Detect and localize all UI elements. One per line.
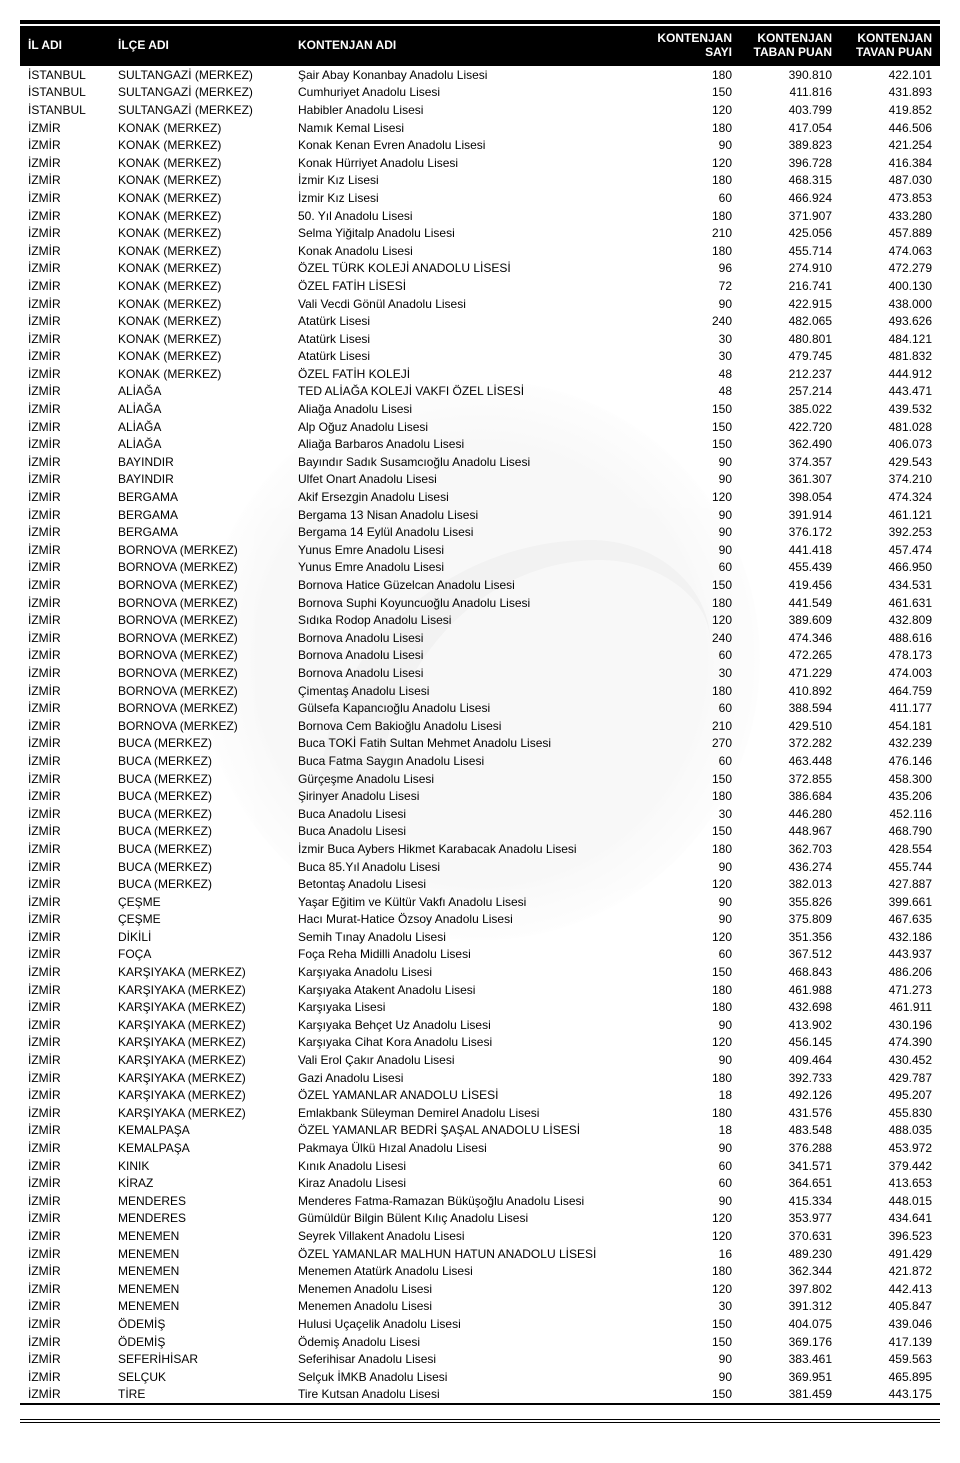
table-row: İZMİRKARŞIYAKA (MERKEZ)Karşıyaka Atakent… bbox=[20, 981, 940, 999]
table-row: İZMİRKARŞIYAKA (MERKEZ)Karşıyaka Lisesi1… bbox=[20, 998, 940, 1016]
table-row: İZMİRÇEŞMEYaşar Eğitim ve Kültür Vakfı A… bbox=[20, 893, 940, 911]
table-row: İZMİRMENEMENMenemen Anadolu Lisesi30391.… bbox=[20, 1298, 940, 1316]
table-row: İZMİRBORNOVA (MERKEZ)Bornova Suphi Koyun… bbox=[20, 594, 940, 612]
table-row: İSTANBULSULTANGAZİ (MERKEZ)Habibler Anad… bbox=[20, 101, 940, 119]
table-row: İZMİRKONAK (MERKEZ)ÖZEL FATİH KOLEJİ4821… bbox=[20, 365, 940, 383]
table-row: İZMİRBUCA (MERKEZ)Buca Anadolu Lisesi150… bbox=[20, 823, 940, 841]
table-row: İZMİRKARŞIYAKA (MERKEZ)Karşıyaka Anadolu… bbox=[20, 963, 940, 981]
table-row: İZMİRTİRETire Kutsan Anadolu Lisesi15038… bbox=[20, 1386, 940, 1405]
table-row: İZMİRALİAĞATED ALİAĞA KOLEJİ VAKFI ÖZEL … bbox=[20, 383, 940, 401]
table-row: İZMİRSEFERİHİSARSeferihisar Anadolu Lise… bbox=[20, 1350, 940, 1368]
table-row: İZMİRKARŞIYAKA (MERKEZ)Karşıyaka Behçet … bbox=[20, 1016, 940, 1034]
table-row: İZMİRMENEMENMenemen Atatürk Anadolu Lise… bbox=[20, 1262, 940, 1280]
table-row: İZMİRKONAK (MERKEZ)Atatürk Lisesi240482.… bbox=[20, 312, 940, 330]
table-row: İZMİRFOÇAFoça Reha Midilli Anadolu Lises… bbox=[20, 946, 940, 964]
table-row: İZMİRKINIKKınık Anadolu Lisesi60341.5713… bbox=[20, 1157, 940, 1175]
table-row: İZMİRBERGAMAAkif Ersezgin Anadolu Lisesi… bbox=[20, 488, 940, 506]
table-row: İZMİRKONAK (MERKEZ)ÖZEL FATİH LİSESİ7221… bbox=[20, 277, 940, 295]
table-row: İZMİRBORNOVA (MERKEZ)Yunus Emre Anadolu … bbox=[20, 541, 940, 559]
table-row: İZMİRDİKİLİSemih Tınay Anadolu Lisesi120… bbox=[20, 928, 940, 946]
table-row: İZMİRMENEMENÖZEL YAMANLAR MALHUN HATUN A… bbox=[20, 1245, 940, 1263]
table-row: İZMİRKONAK (MERKEZ)Selma Yiğitalp Anadol… bbox=[20, 224, 940, 242]
table-row: İZMİRKONAK (MERKEZ)İzmir Kız Lisesi60466… bbox=[20, 189, 940, 207]
table-row: İSTANBULSULTANGAZİ (MERKEZ)Şair Abay Kon… bbox=[20, 66, 940, 84]
table-row: İSTANBULSULTANGAZİ (MERKEZ)Cumhuriyet An… bbox=[20, 84, 940, 102]
table-row: İZMİRALİAĞAAliağa Barbaros Anadolu Lises… bbox=[20, 435, 940, 453]
table-row: İZMİRSELÇUKSelçuk İMKB Anadolu Lisesi903… bbox=[20, 1368, 940, 1386]
table-row: İZMİRBORNOVA (MERKEZ)Yunus Emre Anadolu … bbox=[20, 559, 940, 577]
table-row: İZMİRKONAK (MERKEZ)Konak Kenan Evren Ana… bbox=[20, 136, 940, 154]
table-row: İZMİRALİAĞAAliağa Anadolu Lisesi150385.0… bbox=[20, 400, 940, 418]
table-row: İZMİRKONAK (MERKEZ)İzmir Kız Lisesi18046… bbox=[20, 172, 940, 190]
table-row: İZMİRKONAK (MERKEZ)Vali Vecdi Gönül Anad… bbox=[20, 295, 940, 313]
table-row: İZMİRBAYINDIRUlfet Onart Anadolu Lisesi9… bbox=[20, 471, 940, 489]
col-tavan: KONTENJAN TAVAN PUAN bbox=[840, 26, 940, 65]
col-sayi: KONTENJAN SAYI bbox=[649, 26, 740, 65]
table-row: İZMİRBORNOVA (MERKEZ)Bornova Cem Bakioğl… bbox=[20, 717, 940, 735]
table-row: İZMİRBUCA (MERKEZ)Şirinyer Anadolu Lises… bbox=[20, 787, 940, 805]
quota-table: İL ADI İLÇE ADI KONTENJAN ADI KONTENJAN … bbox=[20, 20, 940, 1423]
table-row: İZMİRKONAK (MERKEZ)Atatürk Lisesi30480.8… bbox=[20, 330, 940, 348]
table-row: İZMİRBERGAMABergama 13 Nisan Anadolu Lis… bbox=[20, 506, 940, 524]
table-row: İZMİRBUCA (MERKEZ)Buca Fatma Saygın Anad… bbox=[20, 752, 940, 770]
table-row: İZMİRKEMALPAŞAPakmaya Ülkü Hızal Anadolu… bbox=[20, 1139, 940, 1157]
table-row: İZMİRKONAK (MERKEZ)Atatürk Lisesi30479.7… bbox=[20, 348, 940, 366]
table-row: İZMİRMENDERESGümüldür Bilgin Bülent Kılı… bbox=[20, 1210, 940, 1228]
table-row: İZMİRKARŞIYAKA (MERKEZ)Gazi Anadolu Lise… bbox=[20, 1069, 940, 1087]
table-row: İZMİRKONAK (MERKEZ)Konak Anadolu Lisesi1… bbox=[20, 242, 940, 260]
table-row: İZMİRBUCA (MERKEZ)Buca Anadolu Lisesi304… bbox=[20, 805, 940, 823]
table-row: İZMİRKONAK (MERKEZ)ÖZEL TÜRK KOLEJİ ANAD… bbox=[20, 260, 940, 278]
table-row: İZMİRÇEŞMEHacı Murat-Hatice Özsoy Anadol… bbox=[20, 911, 940, 929]
table-row: İZMİRKONAK (MERKEZ)Namık Kemal Lisesi180… bbox=[20, 119, 940, 137]
table-row: İZMİRKARŞIYAKA (MERKEZ)Emlakbank Süleyma… bbox=[20, 1104, 940, 1122]
table-row: İZMİRKARŞIYAKA (MERKEZ)Karşıyaka Cihat K… bbox=[20, 1034, 940, 1052]
table-row: İZMİRKONAK (MERKEZ)Konak Hürriyet Anadol… bbox=[20, 154, 940, 172]
table-row: İZMİRBAYINDIRBayındır Sadık Susamcıoğlu … bbox=[20, 453, 940, 471]
table-row: İZMİRBUCA (MERKEZ)Buca TOKİ Fatih Sultan… bbox=[20, 735, 940, 753]
table-row: İZMİRKARŞIYAKA (MERKEZ)Vali Erol Çakır A… bbox=[20, 1051, 940, 1069]
table-row: İZMİRBUCA (MERKEZ)İzmir Buca Aybers Hikm… bbox=[20, 840, 940, 858]
table-row: İZMİRBORNOVA (MERKEZ)Gülsefa Kapancıoğlu… bbox=[20, 699, 940, 717]
table-row: İZMİRBORNOVA (MERKEZ)Bornova Anadolu Lis… bbox=[20, 647, 940, 665]
table-row: İZMİRÖDEMİŞÖdemiş Anadolu Lisesi150369.1… bbox=[20, 1333, 940, 1351]
col-ilce: İLÇE ADI bbox=[110, 26, 290, 65]
table-row: İZMİRBUCA (MERKEZ)Gürçeşme Anadolu Lises… bbox=[20, 770, 940, 788]
table-row: İZMİRBORNOVA (MERKEZ)Bornova Anadolu Lis… bbox=[20, 664, 940, 682]
table-row: İZMİRBUCA (MERKEZ)Buca 85.Yıl Anadolu Li… bbox=[20, 858, 940, 876]
table-row: İZMİRBERGAMABergama 14 Eylül Anadolu Lis… bbox=[20, 523, 940, 541]
table-row: İZMİRKARŞIYAKA (MERKEZ)ÖZEL YAMANLAR ANA… bbox=[20, 1086, 940, 1104]
table-row: İZMİRBORNOVA (MERKEZ)Bornova Anadolu Lis… bbox=[20, 629, 940, 647]
col-il: İL ADI bbox=[20, 26, 110, 65]
col-taban: KONTENJAN TABAN PUAN bbox=[740, 26, 840, 65]
table-header-row: İL ADI İLÇE ADI KONTENJAN ADI KONTENJAN … bbox=[20, 26, 940, 65]
table-row: İZMİRALİAĞAAlp Oğuz Anadolu Lisesi150422… bbox=[20, 418, 940, 436]
table-row: İZMİRÖDEMİŞHulusi Uçaçelik Anadolu Lises… bbox=[20, 1315, 940, 1333]
table-row: İZMİRMENDERESMenderes Fatma-Ramazan Bükü… bbox=[20, 1192, 940, 1210]
table-row: İZMİRMENEMENMenemen Anadolu Lisesi120397… bbox=[20, 1280, 940, 1298]
table-row: İZMİRKONAK (MERKEZ)50. Yıl Anadolu Lises… bbox=[20, 207, 940, 225]
table-row: İZMİRMENEMENSeyrek Villakent Anadolu Lis… bbox=[20, 1227, 940, 1245]
table-row: İZMİRBORNOVA (MERKEZ)Sıdıka Rodop Anadol… bbox=[20, 611, 940, 629]
table-row: İZMİRKEMALPAŞAÖZEL YAMANLAR BEDRİ ŞAŞAL … bbox=[20, 1122, 940, 1140]
table-row: İZMİRBORNOVA (MERKEZ)Bornova Hatice Güze… bbox=[20, 576, 940, 594]
table-row: İZMİRBUCA (MERKEZ)Betontaş Anadolu Lises… bbox=[20, 875, 940, 893]
table-row: İZMİRBORNOVA (MERKEZ)Çimentaş Anadolu Li… bbox=[20, 682, 940, 700]
table-row: İZMİRKİRAZKiraz Anadolu Lisesi60364.6514… bbox=[20, 1174, 940, 1192]
col-kon: KONTENJAN ADI bbox=[290, 26, 649, 65]
